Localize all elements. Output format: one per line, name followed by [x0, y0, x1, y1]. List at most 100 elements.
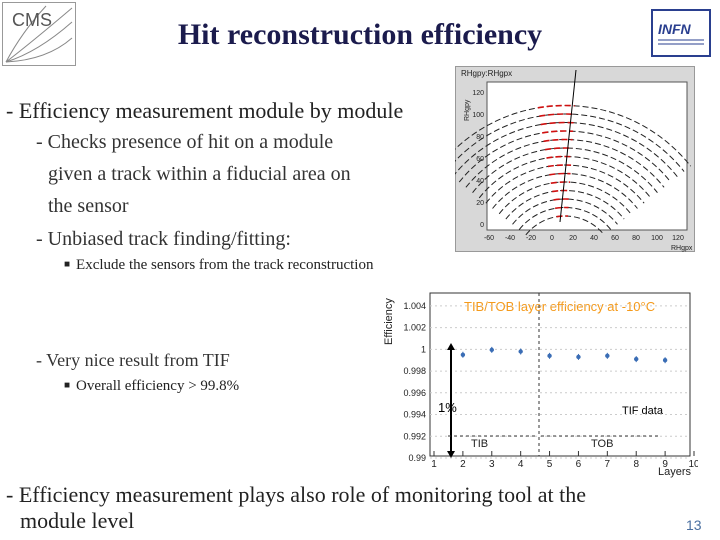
- chart-x-tick: 5: [547, 459, 553, 470]
- bullet-1b: - Unbiased track finding/fitting:: [36, 228, 291, 250]
- bullet-1: - Efficiency measurement module by modul…: [6, 98, 404, 123]
- hit-map-xlabel: RHgpx: [671, 245, 693, 252]
- efficiency-chart-panel: TIB/TOB layer efficiency at -10°C Effici…: [376, 290, 700, 483]
- chart-x-tick: 3: [489, 459, 495, 470]
- hit-map-arc: [485, 164, 645, 204]
- scale-label: 1%: [438, 400, 457, 415]
- hit-map-red-module: [544, 147, 573, 151]
- infn-logo-text: INFN: [658, 21, 692, 37]
- chart-title: TIB/TOB layer efficiency at -10°C: [464, 299, 655, 314]
- chart-ylabel: Efficiency: [383, 298, 395, 345]
- hit-map-arc: [478, 156, 652, 199]
- hit-map-red-module: [553, 198, 570, 201]
- hit-map-arc: [452, 122, 678, 178]
- hit-map-red-module: [546, 155, 572, 159]
- chart-y-tick: 0.994: [403, 410, 426, 420]
- chart-y-tick: 1.004: [403, 301, 426, 311]
- chart-point: [518, 349, 523, 354]
- chart-x-tick: 2: [460, 459, 466, 470]
- square-bullet-icon: ■: [64, 380, 71, 391]
- hit-map-red-module: [537, 104, 575, 109]
- scale-arrow-down-icon: [447, 451, 455, 458]
- hit-map-arc: [512, 198, 618, 225]
- hit-map-x-tick: -60: [484, 235, 494, 242]
- hit-map-x-tick: 120: [672, 235, 684, 242]
- bullet-2-sub: ■ Overall efficiency > 99.8%: [64, 378, 240, 394]
- chart-x-tick: 8: [633, 459, 639, 470]
- hit-map-panel: RHgpy:RHgpx RHgpy 0 20 40 60 80 100 120 -60 -40…: [438, 66, 695, 257]
- hit-map-x-tick: 20: [569, 235, 577, 242]
- chart-x-tick: 9: [662, 459, 668, 470]
- chart-y-tick: 0.996: [403, 388, 426, 398]
- hit-map-x-tick: -40: [505, 235, 515, 242]
- efficiency-chart: TIB/TOB layer efficiency at -10°C Effici…: [383, 292, 700, 478]
- chart-point: [576, 354, 581, 360]
- hit-map-red-module: [547, 164, 572, 168]
- hit-map-arc: [518, 207, 612, 230]
- hit-map-y-tick: 60: [476, 156, 484, 163]
- bullet-3: - Efficiency measurement plays also role…: [6, 482, 586, 507]
- cms-logo-text: CMS: [12, 10, 52, 30]
- hit-map-x-tick: 80: [632, 235, 640, 242]
- hit-map-y-tick: 120: [472, 90, 484, 97]
- hit-map-red-module: [550, 181, 571, 184]
- infn-logo: INFN: [650, 8, 712, 58]
- hit-map-plot: RHgpy:RHgpx RHgpy 0 20 40 60 80 100 120 -60 -40…: [438, 66, 695, 252]
- chart-x-tick: 4: [518, 459, 524, 470]
- chart-x-tick: 6: [576, 459, 582, 470]
- hit-map-red-module: [543, 138, 573, 143]
- hit-map-x-ticks: -60 -40 -20 0 20 40 60 80 100 120: [484, 235, 684, 242]
- chart-xlabel: Layers: [658, 466, 692, 478]
- chart-x-tick: 7: [605, 459, 611, 470]
- hit-map-x-tick: 100: [651, 235, 663, 242]
- hit-map-y-tick: 20: [476, 200, 484, 207]
- chart-x-tick: 1: [431, 459, 437, 470]
- chart-annotations: 1% TIF data TIB TOB: [438, 293, 664, 458]
- hit-map-ylabel: RHgpy: [464, 99, 471, 121]
- chart-y-tick: 1: [421, 344, 426, 354]
- hit-map-y-tick: 80: [476, 134, 484, 141]
- slide-title: Hit reconstruction efficiency: [177, 18, 543, 51]
- source-label: TIF data: [622, 405, 664, 417]
- square-bullet-icon: ■: [64, 259, 71, 270]
- chart-point: [489, 347, 494, 353]
- hit-map-red-module: [539, 113, 575, 117]
- bullet-2: - Very nice result from TIF: [36, 350, 230, 370]
- chart-point: [547, 353, 552, 359]
- cms-logo: CMS: [2, 2, 76, 66]
- chart-point: [460, 352, 466, 357]
- tib-label: TIB: [471, 438, 488, 450]
- hit-map-red-module: [552, 189, 570, 193]
- hit-map-y-tick: 100: [472, 112, 484, 119]
- chart-x-tick: 10: [688, 459, 698, 470]
- hit-map-x-tick: 40: [590, 235, 598, 242]
- bullet-1b-sub: ■ Exclude the sensors from the track reco…: [64, 257, 374, 273]
- hit-map-arc: [525, 215, 605, 236]
- chart-point: [662, 358, 668, 363]
- hit-map-y-tick: 40: [476, 178, 484, 185]
- chart-point: [605, 353, 610, 359]
- hit-map-red-module: [542, 130, 574, 134]
- chart-y-tick: 1.002: [403, 323, 426, 333]
- chart-y-tick: 0.99: [408, 453, 426, 463]
- bullet-1a-cont2: the sensor: [48, 195, 129, 217]
- chart-y-tick: 0.992: [403, 431, 426, 441]
- hit-map-red-module: [556, 215, 569, 218]
- bullet-1a-cont1: given a track within a fiducial area on: [48, 163, 351, 185]
- hit-map-red-module: [549, 172, 571, 176]
- scale-arrow-up-icon: [447, 343, 455, 350]
- hit-map-x-tick: -20: [526, 235, 536, 242]
- chart-y-tick: 0.998: [403, 366, 426, 376]
- hit-map-y-tick: 0: [480, 222, 484, 229]
- chart-plot-area: [429, 292, 691, 457]
- hit-map-x-tick: 0: [550, 235, 554, 242]
- hit-map-red-module: [540, 121, 574, 126]
- hit-map-arc: [472, 147, 658, 193]
- bullet-1a: - Checks presence of hit on a module: [36, 131, 334, 153]
- hit-map-red-module: [554, 206, 569, 210]
- hit-map-arcs: [438, 104, 692, 236]
- hit-map-arc: [445, 113, 685, 172]
- hit-map-x-tick: 60: [611, 235, 619, 242]
- hit-map-label: RHgpy:RHgpx: [461, 69, 512, 78]
- chart-point: [634, 356, 639, 362]
